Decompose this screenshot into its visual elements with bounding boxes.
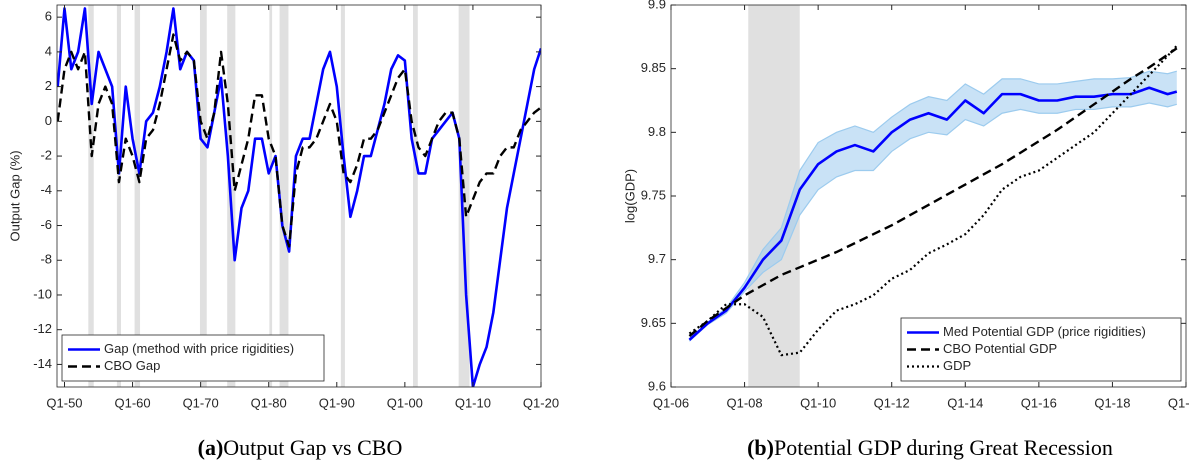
series-line <box>688 47 1178 337</box>
y-tick-label: 9.85 <box>641 60 666 75</box>
y-tick-label: -6 <box>40 217 52 232</box>
x-tick-label: Q1-16 <box>1021 395 1057 410</box>
y-tick-label: 4 <box>45 43 52 58</box>
legend-box <box>900 317 1182 382</box>
series-line <box>688 45 1178 357</box>
legend-label: GDP <box>943 358 971 373</box>
x-tick-label: Q1-80 <box>251 395 287 410</box>
series-line <box>57 7 541 387</box>
y-tick-label: -8 <box>40 252 52 267</box>
y-tick-label: 9.6 <box>648 378 666 393</box>
x-tick-label: Q1-60 <box>114 395 150 410</box>
x-tick-label: Q1-70 <box>183 395 219 410</box>
x-tick-label: Q1-20 <box>1168 395 1190 410</box>
y-axis-label: Output Gap (%) <box>7 150 22 241</box>
legend-label: Gap (method with price rigidities) <box>104 341 294 356</box>
y-tick-label: -2 <box>40 148 52 163</box>
y-tick-label: -4 <box>40 182 52 197</box>
legend-label: CBO Potential GDP <box>943 341 1057 356</box>
axes-box <box>56 4 542 388</box>
band-edge <box>688 70 1177 340</box>
x-tick-label: Q1-18 <box>1094 395 1130 410</box>
x-tick-label: Q1-12 <box>874 395 910 410</box>
shaded-period <box>134 5 141 387</box>
x-tick-label: Q1-50 <box>46 395 82 410</box>
shaded-period <box>199 5 207 387</box>
shaded-period <box>88 5 94 387</box>
shaded-period <box>340 5 345 387</box>
x-tick-label: Q1-90 <box>319 395 355 410</box>
caption-text: Potential GDP during Great Recession <box>774 435 1113 460</box>
y-tick-label: 9.7 <box>648 251 666 266</box>
y-tick-label: 9.9 <box>648 0 666 11</box>
caption: (a)Output Gap vs CBO <box>198 435 403 460</box>
x-tick-label: Q1-14 <box>947 395 983 410</box>
x-tick-label: Q1-00 <box>387 395 423 410</box>
plot-area <box>688 5 1178 387</box>
y-axis-label: log(GDP) <box>622 169 637 223</box>
band-edge <box>688 102 1177 342</box>
y-tick-label: 9.75 <box>641 187 666 202</box>
caption-label: (b) <box>747 435 774 460</box>
shaded-period <box>413 5 418 387</box>
y-tick-label: 9.8 <box>648 124 666 139</box>
shaded-period <box>269 5 273 387</box>
series-line <box>57 33 541 248</box>
legend-box <box>61 334 325 382</box>
shaded-period <box>116 5 121 387</box>
plot-area <box>57 5 541 387</box>
x-tick-label: Q1-10 <box>800 395 836 410</box>
caption-label: (a) <box>198 435 224 460</box>
x-tick-label: Q1-08 <box>727 395 763 410</box>
y-tick-label: -14 <box>33 356 52 371</box>
caption-text: Output Gap vs CBO <box>223 435 402 460</box>
x-tick-label: Q1-10 <box>455 395 491 410</box>
x-tick-label: Q1-20 <box>523 395 559 410</box>
y-tick-label: 2 <box>45 78 52 93</box>
x-tick-label: Q1-06 <box>653 395 689 410</box>
y-tick-label: 9.65 <box>641 315 666 330</box>
y-tick-label: 6 <box>45 9 52 24</box>
y-tick-label: -10 <box>33 286 52 301</box>
shaded-period <box>279 5 289 387</box>
y-tick-label: 0 <box>45 113 52 128</box>
legend-label: Med Potential GDP (price rigidities) <box>943 324 1146 339</box>
caption: (b)Potential GDP during Great Recession <box>747 435 1113 460</box>
legend-label: CBO Gap <box>104 358 160 373</box>
series-line <box>688 86 1178 341</box>
y-tick-label: -12 <box>33 321 52 336</box>
